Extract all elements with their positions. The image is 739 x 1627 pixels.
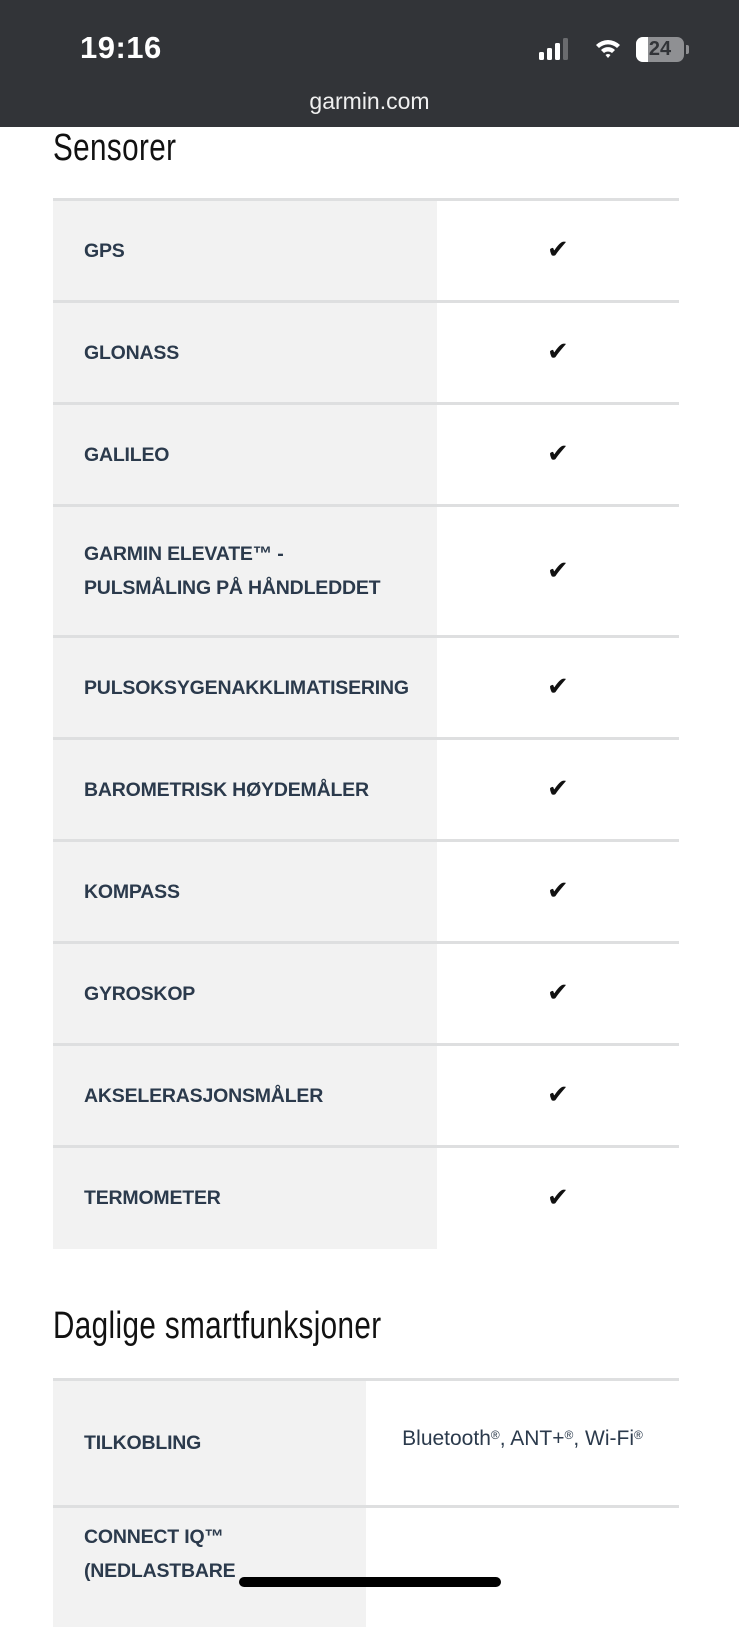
checkmark-icon: ✔ <box>547 336 569 366</box>
checkmark-icon: ✔ <box>547 234 569 264</box>
table-row: TILKOBLING Bluetooth®, ANT+®, Wi-Fi® <box>53 1378 679 1507</box>
table-row: GPS ✔ <box>53 198 679 302</box>
row-label: AKSELERASJONSMÅLER <box>53 1043 437 1147</box>
home-indicator[interactable] <box>239 1577 501 1587</box>
table-row: AKSELERASJONSMÅLER ✔ <box>53 1043 679 1147</box>
row-value <box>366 1505 679 1627</box>
row-value: ✔ <box>436 504 679 637</box>
row-value: ✔ <box>436 198 679 302</box>
table-row: GARMIN ELEVATE™ - PULSMÅLING PÅ HÅNDLEDD… <box>53 504 679 637</box>
table-row: CONNECT IQ™ (NEDLASTBARE <box>53 1505 679 1627</box>
row-label: CONNECT IQ™ (NEDLASTBARE <box>53 1505 366 1627</box>
row-label: GLONASS <box>53 300 437 404</box>
row-value: ✔ <box>436 300 679 404</box>
checkmark-icon: ✔ <box>547 671 569 701</box>
row-value: ✔ <box>436 737 679 841</box>
table-row: BAROMETRISK HØYDEMÅLER ✔ <box>53 737 679 841</box>
row-value: ✔ <box>436 941 679 1045</box>
wifi-icon <box>596 40 620 58</box>
checkmark-icon: ✔ <box>547 1079 569 1109</box>
clock: 19:16 <box>80 30 162 65</box>
row-label: GALILEO <box>53 402 437 506</box>
checkmark-icon: ✔ <box>547 554 569 585</box>
row-value: ✔ <box>436 839 679 943</box>
row-value: ✔ <box>436 402 679 506</box>
battery-tip <box>686 45 689 54</box>
row-value: ✔ <box>436 1043 679 1147</box>
row-label: GYROSKOP <box>53 941 437 1045</box>
section-title: Sensorer <box>53 127 177 169</box>
table-row: GALILEO ✔ <box>53 402 679 506</box>
table-row: GLONASS ✔ <box>53 300 679 404</box>
checkmark-icon: ✔ <box>547 773 569 803</box>
row-label: TILKOBLING <box>53 1378 366 1507</box>
row-label: TERMOMETER <box>53 1145 437 1249</box>
row-value: ✔ <box>436 635 679 739</box>
row-label: PULSOKSYGENAKKLIMATISERING <box>53 635 437 739</box>
address-bar[interactable]: garmin.com <box>309 88 430 114</box>
section-title: Daglige smartfunksjoner <box>53 1305 382 1347</box>
sensors-table: GPS ✔ GLONASS ✔ GALILEO ✔ GARMIN ELEVATE™ - PU… <box>53 198 679 1249</box>
checkmark-icon: ✔ <box>547 875 569 905</box>
table-row: KOMPASS ✔ <box>53 839 679 943</box>
status-bar: 19:16 24 garmin.com <box>0 0 739 127</box>
row-label: KOMPASS <box>53 839 437 943</box>
checkmark-icon: ✔ <box>547 438 569 468</box>
row-value: Bluetooth®, ANT+®, Wi-Fi® <box>366 1378 679 1507</box>
battery-icon: 24 <box>636 37 684 62</box>
signal-icon <box>539 38 568 60</box>
smart-features-table: TILKOBLING Bluetooth®, ANT+®, Wi-Fi® CONNE… <box>53 1378 679 1627</box>
table-row: PULSOKSYGENAKKLIMATISERING ✔ <box>53 635 679 739</box>
table-row: TERMOMETER ✔ <box>53 1145 679 1249</box>
row-label: GPS <box>53 198 437 302</box>
row-label: GARMIN ELEVATE™ - PULSMÅLING PÅ HÅNDLEDD… <box>53 504 437 637</box>
row-label: BAROMETRISK HØYDEMÅLER <box>53 737 437 841</box>
table-row: GYROSKOP ✔ <box>53 941 679 1045</box>
checkmark-icon: ✔ <box>547 977 569 1007</box>
checkmark-icon: ✔ <box>547 1181 569 1212</box>
row-value: ✔ <box>436 1145 679 1249</box>
